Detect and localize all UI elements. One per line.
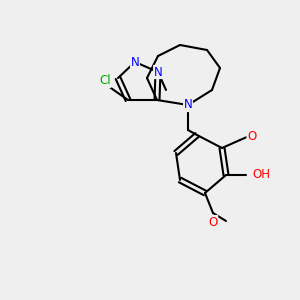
Text: Cl: Cl	[99, 74, 111, 88]
Text: O: O	[208, 215, 217, 229]
Text: N: N	[130, 56, 140, 68]
Text: N: N	[184, 98, 192, 112]
Text: N: N	[154, 65, 162, 79]
Text: OH: OH	[252, 169, 270, 182]
Text: O: O	[247, 130, 256, 143]
